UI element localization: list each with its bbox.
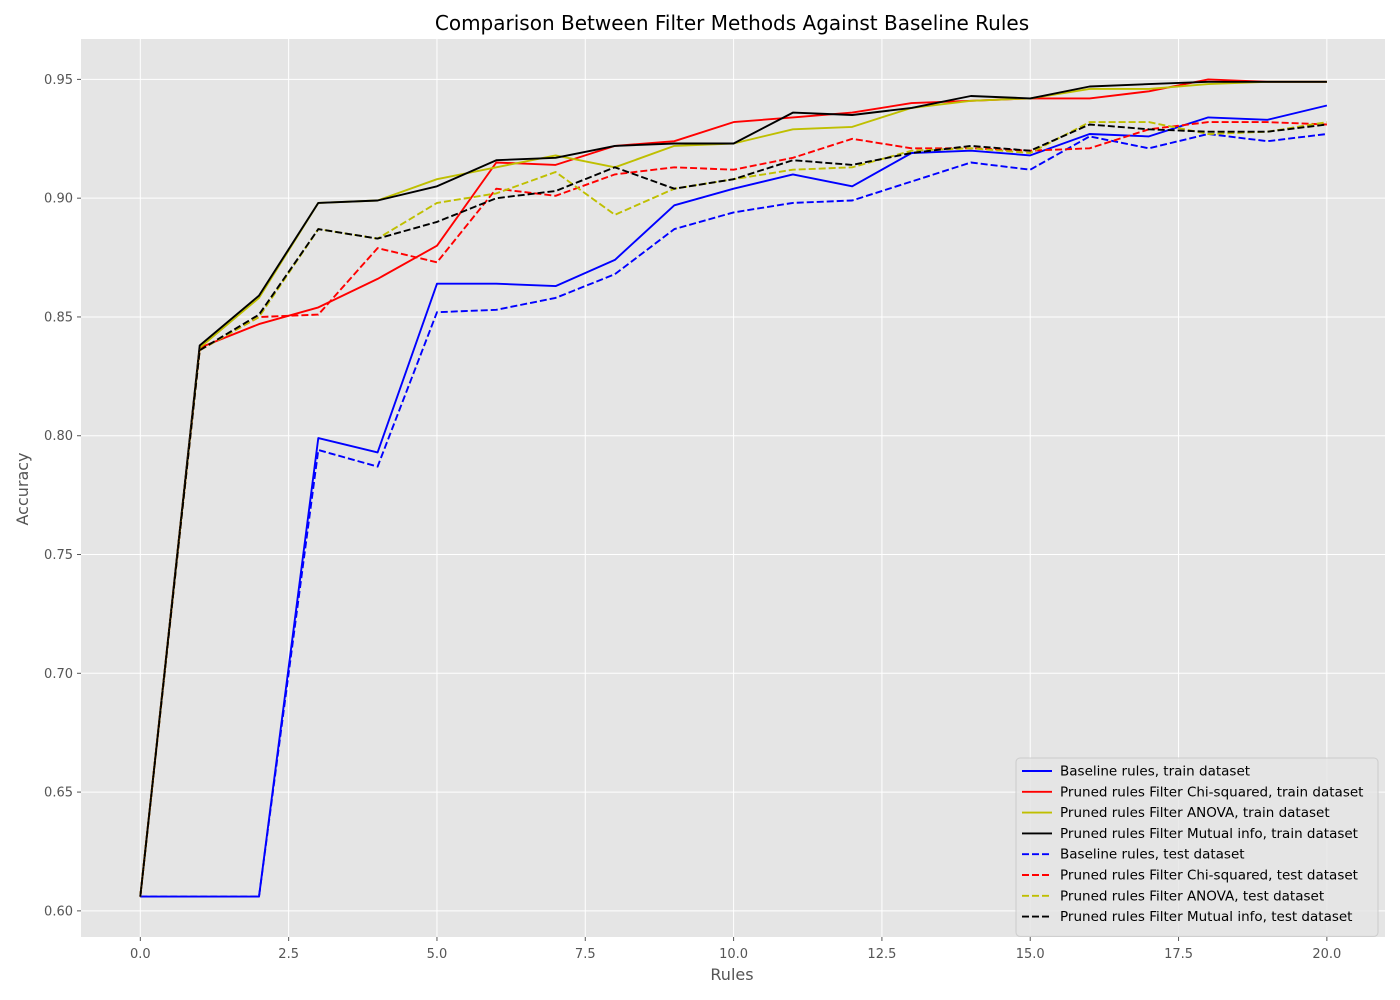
y-tick-label: 0.95 <box>44 73 73 88</box>
axis-ticks: 0.0 2.5 5.0 7.5 10.0 12.5 15.0 17.5 20.0 0.60 0.65… <box>44 73 1341 962</box>
y-tick-label: 0.60 <box>44 904 73 919</box>
x-tick-label: 0.0 <box>130 947 151 962</box>
series-line-8 <box>139 123 1328 897</box>
y-tick-label: 0.90 <box>44 192 73 207</box>
series-lines <box>139 78 1328 898</box>
x-tick-label: 17.5 <box>1164 947 1193 962</box>
x-tick-label: 2.5 <box>278 947 299 962</box>
y-axis-label: Accuracy <box>13 452 32 525</box>
legend-label: Pruned rules Filter ANOVA, test dataset <box>1060 888 1324 904</box>
chart-title: Comparison Between Filter Methods Agains… <box>435 11 1029 35</box>
x-axis-label: Rules <box>710 965 753 984</box>
y-tick-label: 0.65 <box>44 786 73 801</box>
legend-label: Pruned rules Filter Mutual info, test da… <box>1060 909 1352 925</box>
series-line-5 <box>140 133 1328 898</box>
y-tick-label: 0.70 <box>44 667 73 682</box>
legend-box <box>1015 757 1379 937</box>
y-tick-label: 0.75 <box>44 548 73 563</box>
series-line-4 <box>139 80 1327 897</box>
legend-label: Baseline rules, train dataset <box>1060 764 1250 780</box>
legend-label: Pruned rules Filter Mutual info, train d… <box>1060 826 1358 842</box>
y-tick-label: 0.80 <box>44 429 73 444</box>
x-tick-label: 10.0 <box>719 947 748 962</box>
x-tick-label: 7.5 <box>575 947 596 962</box>
x-tick-label: 12.5 <box>867 947 896 962</box>
x-tick-label: 20.0 <box>1312 947 1341 962</box>
x-tick-label: 15.0 <box>1016 947 1045 962</box>
legend-label: Pruned rules Filter Chi-squared, test da… <box>1060 868 1358 884</box>
legend-label: Pruned rules Filter ANOVA, train dataset <box>1060 805 1330 821</box>
legend-label: Baseline rules, test dataset <box>1060 847 1245 863</box>
series-line-2 <box>139 78 1327 897</box>
legend: Baseline rules, train dataset Pruned rule… <box>1015 757 1379 937</box>
legend-label: Pruned rules Filter Chi-squared, train d… <box>1060 784 1363 800</box>
series-line-6 <box>139 121 1327 897</box>
x-tick-label: 5.0 <box>427 947 448 962</box>
y-tick-label: 0.85 <box>44 310 73 325</box>
